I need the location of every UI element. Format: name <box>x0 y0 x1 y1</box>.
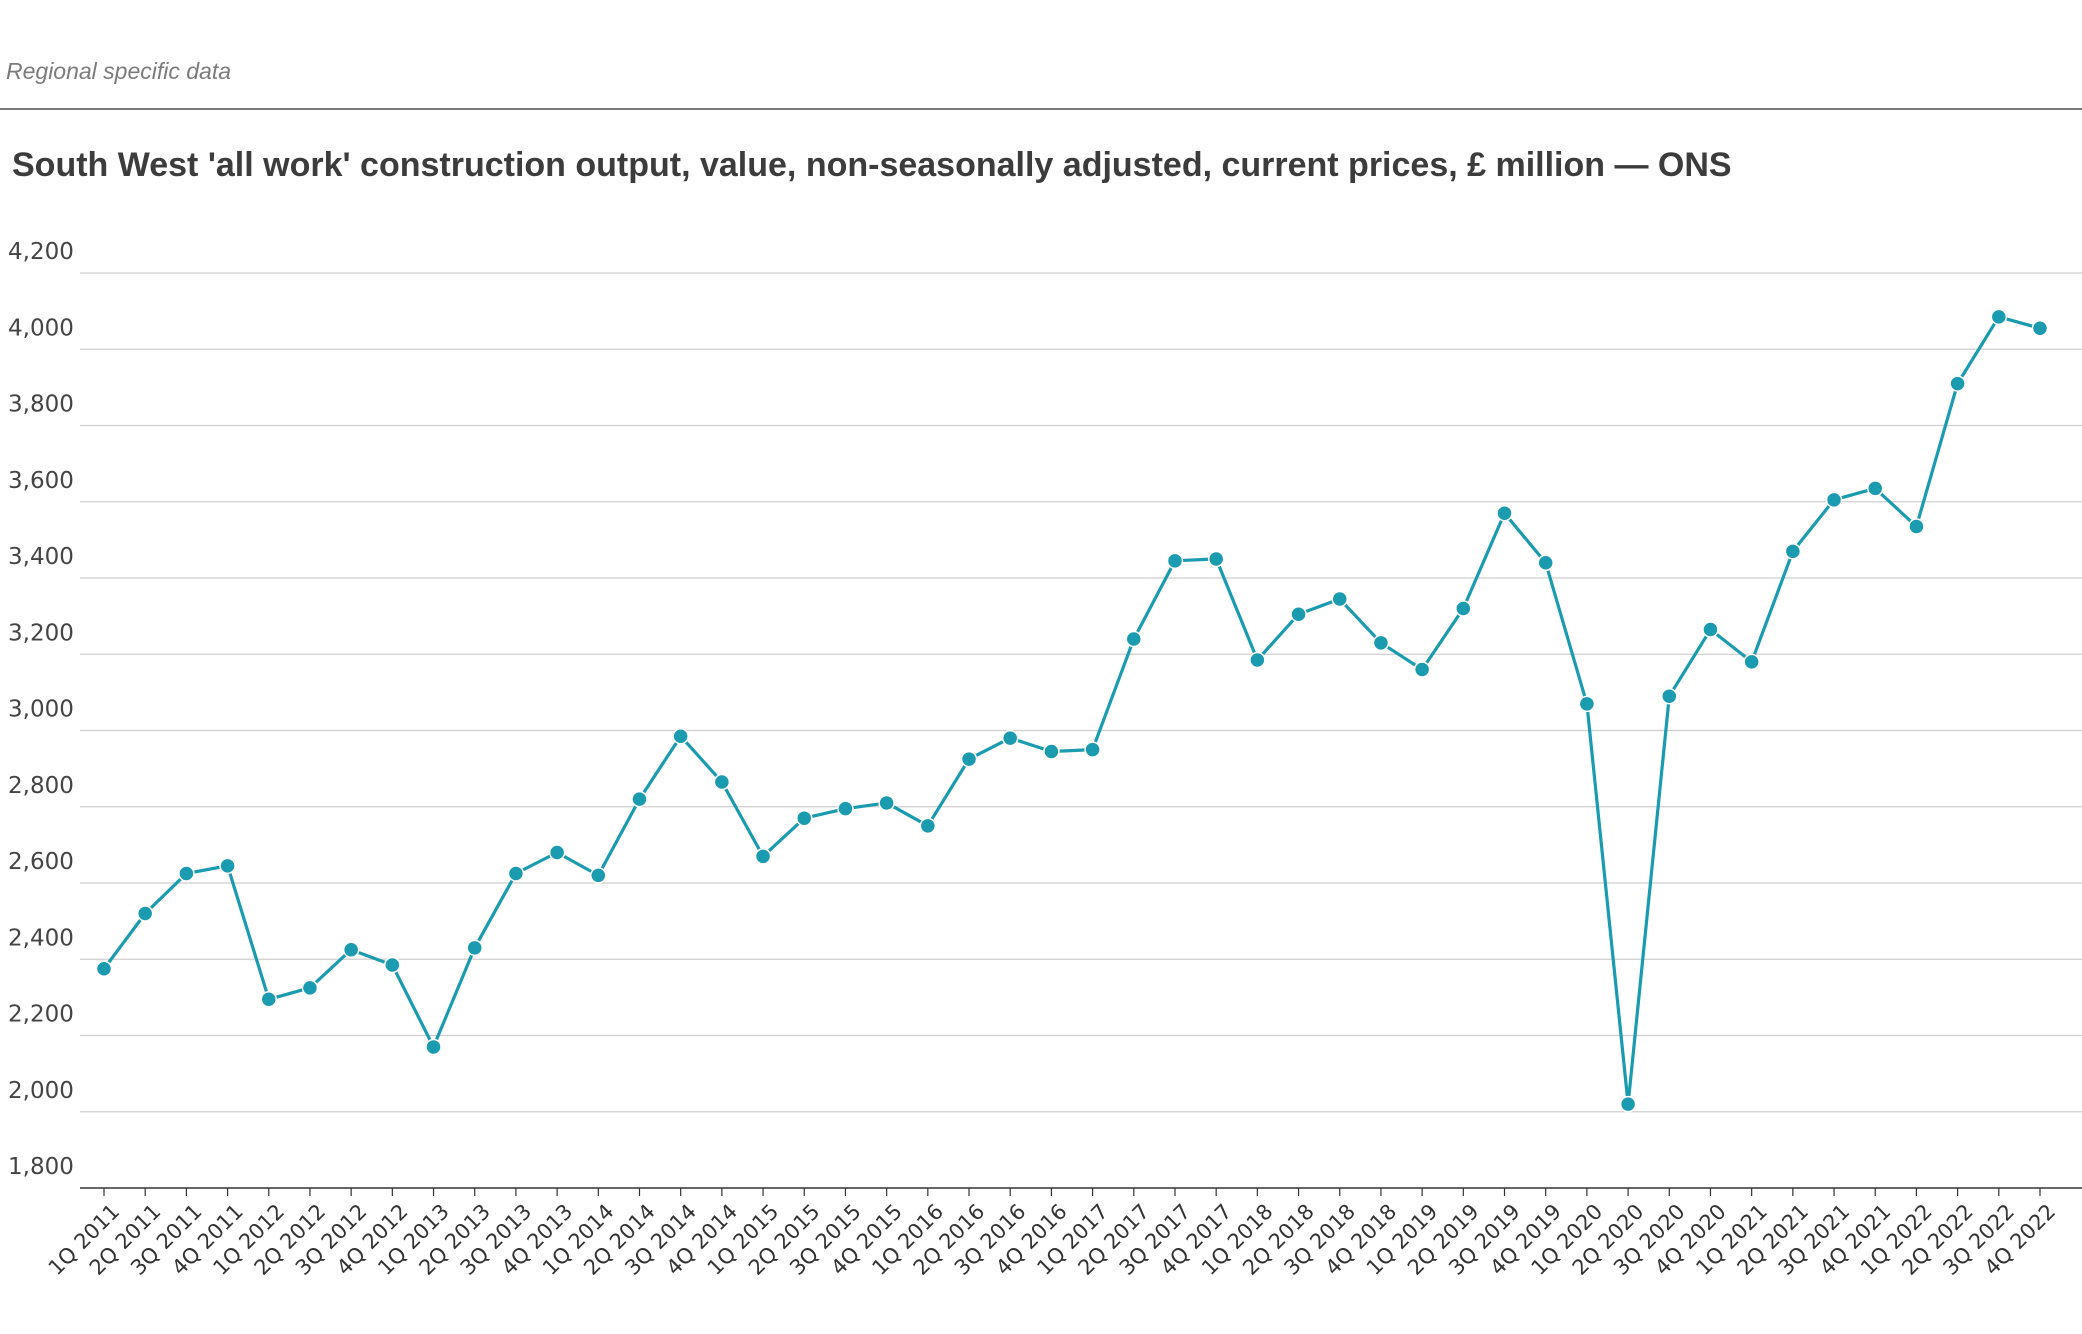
data-point[interactable] <box>178 865 195 882</box>
data-point[interactable] <box>837 800 854 817</box>
data-point[interactable] <box>1661 687 1678 705</box>
data-point[interactable] <box>1578 695 1596 713</box>
data-point[interactable] <box>507 865 525 882</box>
data-point[interactable] <box>590 867 607 884</box>
data-point[interactable] <box>1125 630 1143 648</box>
series-path <box>102 315 2041 1106</box>
y-tick-label: 3,000 <box>8 697 74 723</box>
chart-title: South West 'all work' construction outpu… <box>12 146 1732 184</box>
data-point[interactable] <box>1825 491 1843 509</box>
data-point[interactable] <box>1784 543 1802 560</box>
data-point[interactable] <box>1990 308 2008 326</box>
data-point[interactable] <box>1743 653 1760 671</box>
data-point[interactable] <box>1290 605 1307 623</box>
data-point[interactable] <box>1166 552 1184 570</box>
data-point[interactable] <box>1043 743 1060 760</box>
data-point[interactable] <box>878 794 895 812</box>
data-point[interactable] <box>960 750 978 768</box>
data-point[interactable] <box>1413 661 1431 678</box>
data-point[interactable] <box>1949 375 1966 392</box>
data-point[interactable] <box>2031 320 2049 337</box>
data-point[interactable] <box>425 1038 442 1056</box>
y-tick-label: 2,200 <box>8 1002 74 1028</box>
y-tick-label: 3,800 <box>8 392 74 418</box>
gridlines <box>80 272 2082 1189</box>
series-points <box>95 308 2049 1113</box>
data-point[interactable] <box>919 817 937 835</box>
y-tick-label: 2,000 <box>8 1078 74 1104</box>
data-point[interactable] <box>1207 550 1225 568</box>
data-point[interactable] <box>796 809 813 827</box>
data-point[interactable] <box>219 857 236 875</box>
data-point[interactable] <box>95 960 113 978</box>
data-point[interactable] <box>260 991 278 1008</box>
data-point[interactable] <box>1249 651 1266 669</box>
y-tick-label: 2,800 <box>8 773 74 799</box>
section-label: Regional specific data <box>6 58 232 84</box>
data-point[interactable] <box>1866 480 1884 497</box>
data-point[interactable] <box>548 844 566 861</box>
data-point[interactable] <box>1331 590 1348 608</box>
y-tick-label: 1,800 <box>8 1154 74 1180</box>
series-line <box>102 315 2041 1106</box>
y-tick-label: 3,400 <box>8 544 74 570</box>
data-point[interactable] <box>342 941 360 958</box>
data-point[interactable] <box>1372 634 1390 652</box>
header-bar: Regional specific data <box>0 0 2082 110</box>
data-point[interactable] <box>713 773 731 791</box>
data-point[interactable] <box>754 848 772 865</box>
data-point[interactable] <box>1455 600 1472 617</box>
data-point[interactable] <box>1619 1095 1637 1113</box>
data-point[interactable] <box>136 905 154 922</box>
data-point[interactable] <box>1001 729 1019 747</box>
y-tick-label: 2,400 <box>8 925 74 951</box>
data-point[interactable] <box>1537 554 1554 571</box>
data-point[interactable] <box>631 790 648 808</box>
y-axis: 1,800 2,000 2,200 2,400 2,600 2,800 3,000 3,200… <box>8 239 74 1180</box>
y-tick-label: 4,200 <box>8 239 74 265</box>
data-point[interactable] <box>1702 621 1719 638</box>
y-tick-label: 3,600 <box>8 468 74 494</box>
data-point[interactable] <box>1908 518 1925 535</box>
data-point[interactable] <box>1084 741 1101 758</box>
y-tick-label: 2,600 <box>8 849 74 875</box>
data-point[interactable] <box>301 979 319 997</box>
data-point[interactable] <box>672 727 689 745</box>
y-tick-label: 3,200 <box>8 620 74 646</box>
data-point[interactable] <box>1496 504 1513 522</box>
data-point[interactable] <box>384 956 401 974</box>
y-tick-label: 4,000 <box>8 315 74 341</box>
data-point[interactable] <box>466 939 483 957</box>
